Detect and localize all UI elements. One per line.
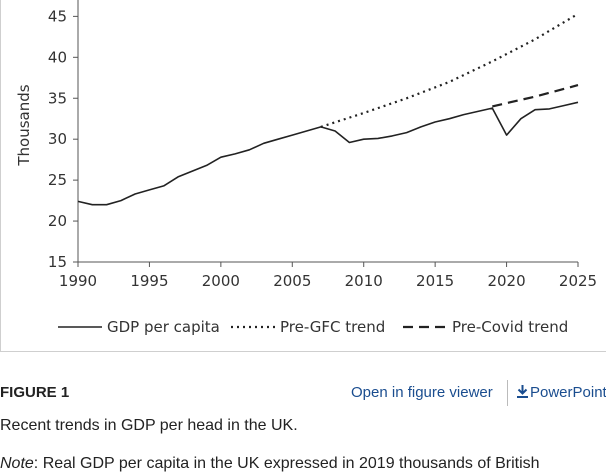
y-tick-label: 30 [48,130,67,148]
x-tick-label: 2010 [345,272,383,290]
x-tick-label: 2000 [202,272,240,290]
note-label: Note [0,455,34,472]
powerpoint-link-label: PowerPoint [530,384,606,401]
legend-entry: GDP per capita [107,318,220,336]
series-line-gdp-per-capita [77,101,579,206]
series-layer [77,12,579,206]
legend-entry: Pre-Covid trend [452,318,568,336]
x-tick-label: 2025 [559,272,597,290]
y-tick-label: 25 [48,171,67,189]
powerpoint-link[interactable]: PowerPoint [516,384,606,401]
y-tick-label: 35 [48,89,67,107]
link-divider [507,380,508,406]
y-axis-title: Thousands [15,84,33,166]
open-figure-viewer-link[interactable]: Open in figure viewer [351,384,493,401]
y-tick-label: 45 [48,7,67,25]
note-text: : Real GDP per capita in the UK expresse… [33,455,540,472]
y-tick-label: 15 [48,253,67,271]
x-tick-label: 1990 [59,272,97,290]
x-tick-label: 1995 [130,272,168,290]
figure-note: Note: Real GDP per capita in the UK expr… [0,455,540,473]
download-icon [517,385,528,398]
x-tick-label: 2015 [416,272,454,290]
figure-label: FIGURE 1 [0,384,70,401]
y-tick-label: 20 [48,212,67,230]
legend-entry: Pre-GFC trend [280,318,385,336]
x-tick-label: 2020 [487,272,525,290]
y-tick-label: 40 [48,48,67,66]
figure-frame: 15 20 25 30 35 40 45 1990 1995 2000 2005 2010 2015 20… [0,0,606,352]
chart-legend: GDP per capita Pre-GFC trend Pre-Covid tre… [58,318,568,336]
series-line-pre-covid-trend [492,84,579,108]
figure-caption: Recent trends in GDP per head in the UK. [0,417,298,434]
x-tick-label: 2005 [273,272,311,290]
